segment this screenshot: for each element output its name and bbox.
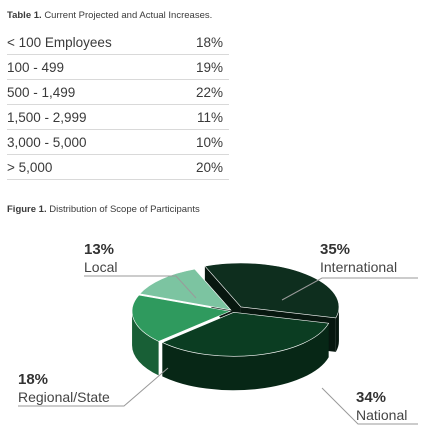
slice-national [161, 312, 330, 357]
table-caption-text: Current Projected and Actual Increases. [44, 10, 213, 21]
increases-table: < 100 Employees 18% 100 - 499 19% 500 - … [7, 30, 229, 180]
row-label: < 100 Employees [7, 30, 176, 55]
row-value: 22% [175, 79, 229, 105]
category-label-national: National [356, 407, 407, 423]
figure-caption: Figure 1. Distribution of Scope of Parti… [7, 204, 200, 215]
slice-side-national [162, 323, 329, 391]
row-label: > 5,000 [7, 154, 176, 180]
row-label: 100 - 499 [7, 54, 176, 80]
table-row: 3,000 - 5,000 10% [7, 129, 229, 155]
pct-label-local: 13% [84, 241, 114, 258]
row-value: 10% [175, 129, 229, 155]
row-label: 3,000 - 5,000 [7, 129, 176, 155]
pie-labels: 35%International 34%National 18%Regional/S… [18, 241, 418, 425]
row-value: 11% [175, 104, 229, 130]
slice-local [139, 268, 232, 311]
leader-line-regional-state [18, 367, 169, 407]
pie-chart: 35%International 34%National 18%Regional/S… [18, 241, 418, 425]
category-label-regional-state: Regional/State [18, 389, 110, 405]
row-value: 19% [175, 54, 229, 80]
pct-label-international: 35% [320, 241, 350, 258]
leader-line-local [84, 275, 197, 299]
row-label: 500 - 1,499 [7, 79, 176, 105]
table-row: 1,500 - 2,999 11% [7, 104, 229, 130]
row-value: 20% [175, 154, 229, 180]
table-row: 100 - 499 19% [7, 54, 229, 80]
row-value: 18% [175, 30, 229, 55]
leader-line-international [281, 277, 418, 301]
table-row: < 100 Employees 18% [7, 30, 229, 55]
slice-regional-state [131, 294, 232, 342]
slice-side-international [335, 306, 339, 352]
row-label: 1,500 - 2,999 [7, 104, 176, 130]
table-caption: Table 1. Current Projected and Actual In… [7, 10, 212, 21]
category-label-local: Local [84, 259, 117, 275]
table-caption-label: Table 1. [7, 10, 42, 21]
table-row: 500 - 1,499 22% [7, 79, 229, 105]
pie-tops [131, 262, 340, 357]
pct-label-national: 34% [356, 389, 386, 406]
figure-caption-text: Distribution of Scope of Participants [49, 204, 200, 215]
leader-line-national [321, 387, 418, 425]
pct-label-regional-state: 18% [18, 371, 48, 388]
category-label-international: International [320, 259, 397, 275]
slice-international [204, 262, 340, 319]
figure-caption-label: Figure 1. [7, 204, 47, 215]
table-row: > 5,000 20% [7, 154, 229, 180]
